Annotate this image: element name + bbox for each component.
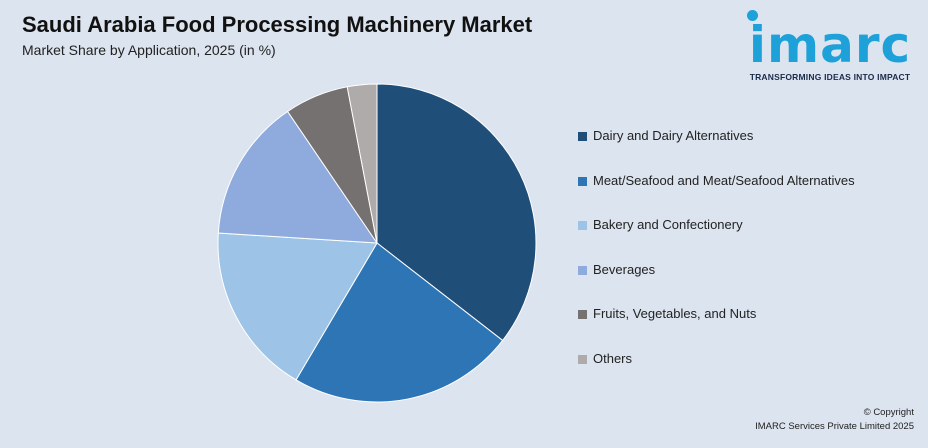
logo-dot-icon (747, 10, 758, 21)
legend-swatch (578, 354, 587, 364)
pie-slice-meat-seafood-and-meat-seafood-alternatives (295, 242, 504, 403)
imarc-logo: imarc TRANSFORMING IDEAS INTO IMPACT (738, 6, 922, 86)
legend-swatch (578, 132, 587, 141)
legend-swatch (578, 221, 587, 230)
logo-tagline: TRANSFORMING IDEAS INTO IMPACT (749, 72, 911, 82)
chart-title: Saudi Arabia Food Processing Machinery M… (22, 12, 533, 37)
legend-label: Bakery and Confectionery (593, 217, 743, 232)
company-label: IMARC Services Private Limited 2025 (755, 421, 914, 432)
legend-swatch (578, 310, 587, 319)
footer: © Copyright IMARC Services Private Limit… (755, 406, 914, 434)
pie-slice-beverages (217, 110, 378, 244)
legend-swatch (578, 176, 587, 186)
copyright-label: © Copyright (863, 407, 914, 418)
logo-wordmark: imarc (748, 16, 912, 74)
legend-label: Meat/Seafood and Meat/Seafood Alternativ… (593, 172, 855, 188)
pie-slice-bakery-and-confectionery (217, 232, 378, 381)
pie-slice-others (346, 83, 378, 244)
legend-label: Beverages (593, 261, 656, 277)
chart-subtitle: Market Share by Application, 2025 (in %) (22, 42, 276, 58)
legend-swatch (578, 265, 587, 275)
pie-slice-dairy-and-dairy-alternatives (376, 83, 537, 342)
legend-label: Others (593, 350, 633, 366)
legend-label: Fruits, Vegetables, and Nuts (593, 306, 757, 321)
legend-label: Dairy and Dairy Alternatives (593, 128, 754, 143)
